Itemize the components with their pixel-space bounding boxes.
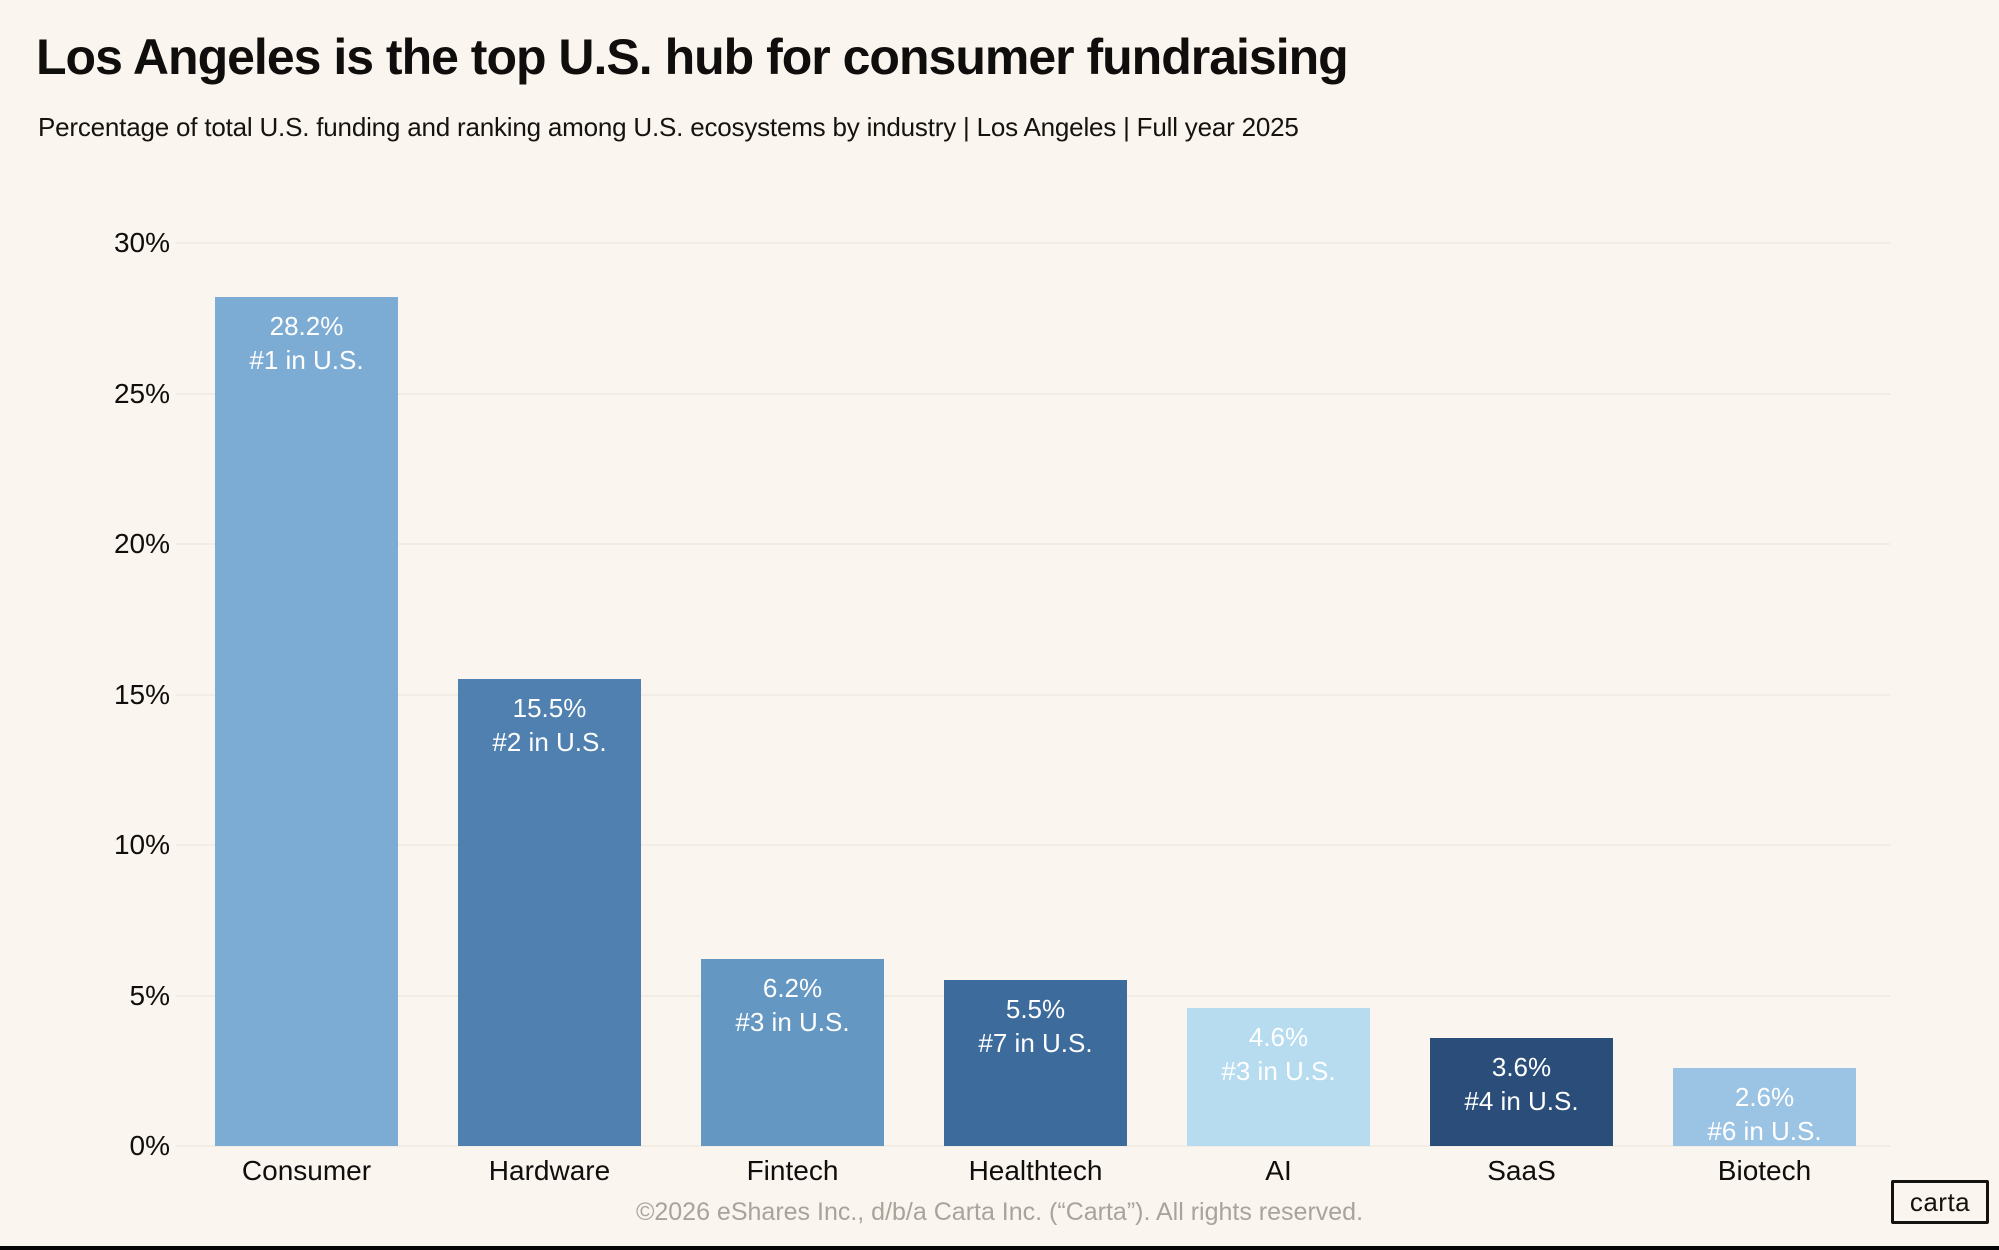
bar-value-label: 3.6% bbox=[1491, 1051, 1552, 1082]
bar-value-label: 4.6% bbox=[1248, 1021, 1309, 1052]
bar-rank-label: #7 in U.S. bbox=[978, 1028, 1093, 1059]
y-axis-tick-label: 10% bbox=[113, 829, 170, 860]
bar-value-label: 28.2% bbox=[269, 311, 344, 342]
bar-healthtech: 5.5% #7 in U.S. bbox=[944, 980, 1127, 1146]
category-label-ai: AI bbox=[1265, 1155, 1292, 1186]
category-label-hardware: Hardware bbox=[488, 1155, 611, 1186]
bar-rank-label: #6 in U.S. bbox=[1707, 1115, 1822, 1146]
bar-fintech: 6.2% #3 in U.S. bbox=[701, 959, 884, 1146]
y-axis-tick-label: 5% bbox=[129, 979, 170, 1011]
carta-logo: carta bbox=[1891, 1180, 1989, 1224]
gridline-30% bbox=[176, 242, 1890, 244]
category-label-biotech: Biotech bbox=[1717, 1155, 1812, 1186]
bar-labels-consumer: 28.2% #1 in U.S. bbox=[215, 309, 398, 377]
y-axis-tick-label: 25% bbox=[113, 377, 170, 409]
category-label-saas: SaaS bbox=[1487, 1155, 1556, 1186]
bar-labels-healthtech: 5.5% #7 in U.S. bbox=[944, 992, 1127, 1060]
y-axis-tick-label: 15% bbox=[113, 678, 170, 710]
bar-labels-fintech: 6.2% #3 in U.S. bbox=[701, 971, 884, 1039]
bar-value-label: 6.2% bbox=[762, 973, 823, 1004]
bar-rank-label: #2 in U.S. bbox=[492, 727, 607, 758]
bar-value-label: 2.6% bbox=[1734, 1081, 1795, 1112]
page-subtitle: Percentage of total U.S. funding and ran… bbox=[38, 112, 1299, 142]
bar-value-label: 15.5% bbox=[512, 693, 587, 724]
category-label-fintech: Fintech bbox=[746, 1155, 839, 1186]
category-label-consumer: Consumer bbox=[241, 1155, 372, 1186]
bar-hardware: 15.5% #2 in U.S. bbox=[458, 679, 641, 1146]
footer-copyright: ©2026 eShares Inc., d/b/a Carta Inc. (“C… bbox=[635, 1198, 1364, 1226]
page-title: Los Angeles is the top U.S. hub for cons… bbox=[36, 29, 1349, 85]
gridline-0% bbox=[176, 1145, 1890, 1147]
bar-labels-saas: 3.6% #4 in U.S. bbox=[1430, 1050, 1613, 1118]
bar-consumer: 28.2% #1 in U.S. bbox=[215, 297, 398, 1146]
y-axis-tick-label: 0% bbox=[129, 1130, 170, 1161]
bar-rank-label: #3 in U.S. bbox=[1221, 1055, 1336, 1086]
gridline-10% bbox=[176, 844, 1890, 846]
bar-rank-label: #4 in U.S. bbox=[1464, 1085, 1579, 1116]
bar-ai: 4.6% #3 in U.S. bbox=[1187, 1007, 1370, 1146]
gridline-15% bbox=[176, 693, 1890, 696]
gridline-25% bbox=[176, 392, 1890, 395]
gridline-20% bbox=[176, 543, 1890, 545]
bar-rank-label: #1 in U.S. bbox=[249, 345, 364, 376]
category-label-healthtech: Healthtech bbox=[968, 1155, 1103, 1186]
bar-labels-biotech: 2.6% #6 in U.S. bbox=[1673, 1080, 1856, 1148]
bar-labels-ai: 4.6% #3 in U.S. bbox=[1187, 1020, 1370, 1088]
bar-labels-hardware: 15.5% #2 in U.S. bbox=[458, 691, 641, 759]
bar-value-label: 5.5% bbox=[1005, 994, 1066, 1025]
carta-logo-text: carta bbox=[1909, 1186, 1971, 1217]
y-axis-tick-label: 20% bbox=[113, 528, 170, 559]
y-axis-tick-label: 30% bbox=[113, 227, 170, 258]
bar-saas: 3.6% #4 in U.S. bbox=[1430, 1037, 1613, 1146]
bottom-border bbox=[0, 1246, 1999, 1250]
bar-biotech: 2.6% #6 in U.S. bbox=[1673, 1067, 1856, 1148]
bar-rank-label: #3 in U.S. bbox=[735, 1007, 850, 1038]
